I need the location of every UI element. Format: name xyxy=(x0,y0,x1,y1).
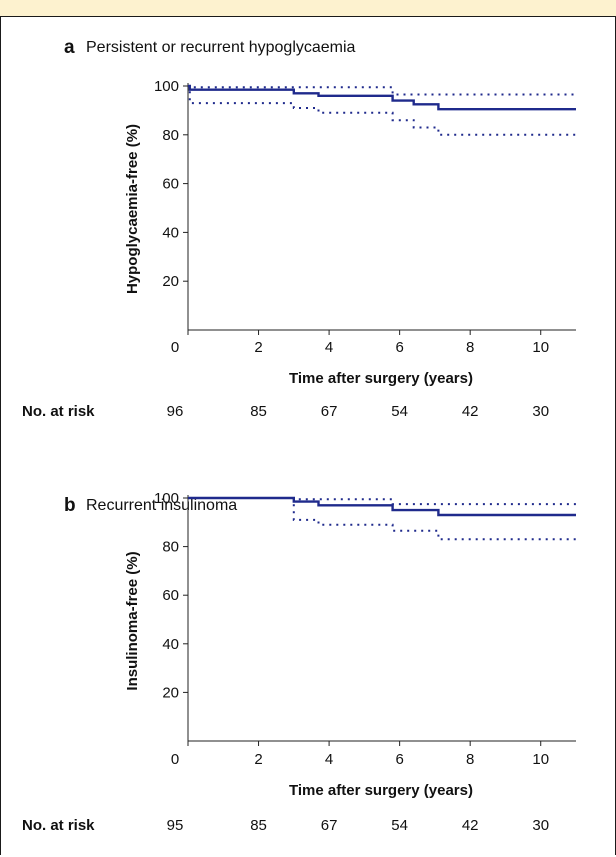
panel-a-y-tick-label: 60 xyxy=(162,176,179,193)
panel-b-risk-value: 67 xyxy=(321,817,338,834)
panel-b-x-tick-label: 4 xyxy=(325,751,333,768)
panel-b-risk-value: 30 xyxy=(532,817,549,834)
panel-a: a Persistent or recurrent hypoglycaemia … xyxy=(22,37,576,420)
panel-b-y-tick-label: 60 xyxy=(162,587,179,604)
panel-b-y-tick-label: 80 xyxy=(162,539,179,556)
panel-b-y-tick-label: 20 xyxy=(162,684,179,701)
panel-a-series-ci-2 xyxy=(188,85,576,136)
caption-band xyxy=(0,0,616,17)
panel-a-y-tick-label: 20 xyxy=(162,273,179,290)
panel-b-series-ci-2 xyxy=(188,497,576,541)
panel-b-risk-label: No. at risk xyxy=(22,817,95,834)
panel-b: b Recurrent insulinoma Time after surger… xyxy=(22,490,576,834)
panel-a-y-tick-label: 80 xyxy=(162,127,179,144)
panel-b-x-tick-label: 6 xyxy=(395,751,403,768)
panel-b-risk-value: 42 xyxy=(462,817,479,834)
panel-b-y-tick-label: 40 xyxy=(162,636,179,653)
panel-a-x-tick-label: 8 xyxy=(466,339,474,356)
panel-b-x-tick-label: 0 xyxy=(171,751,179,768)
panel-b-y-axis-label: Insulinoma-free (%) xyxy=(124,551,141,690)
panel-a-risk-value: 30 xyxy=(532,403,549,420)
panel-a-x-axis-label: Time after surgery (years) xyxy=(289,370,473,387)
panel-a-series-estimate xyxy=(188,84,576,111)
panel-a-risk-value: 42 xyxy=(462,403,479,420)
panel-b-x-tick-label: 10 xyxy=(532,751,549,768)
panel-b-series-estimate xyxy=(188,496,576,517)
panel-a-title: Persistent or recurrent hypoglycaemia xyxy=(86,39,356,56)
panel-a-y-tick-label: 40 xyxy=(162,224,179,241)
panel-a-x-tick-label: 6 xyxy=(395,339,403,356)
panel-b-letter: b xyxy=(64,495,76,516)
panel-a-risk-value: 54 xyxy=(391,403,408,420)
panel-a-y-tick-label: 100 xyxy=(154,78,179,95)
panel-b-risk-value: 54 xyxy=(391,817,408,834)
panel-a-risk-value: 96 xyxy=(167,403,184,420)
panel-b-y-tick-label: 100 xyxy=(154,490,179,507)
panel-b-title: Recurrent insulinoma xyxy=(86,497,237,514)
panel-a-x-tick-label: 10 xyxy=(532,339,549,356)
panel-a-x-tick-label: 4 xyxy=(325,339,333,356)
panel-a-risk-value: 85 xyxy=(250,403,267,420)
panel-b-risk-value: 95 xyxy=(167,817,184,834)
panel-b-x-tick-label: 8 xyxy=(466,751,474,768)
panel-b-x-axis-label: Time after surgery (years) xyxy=(289,782,473,799)
panel-a-risk-label: No. at risk xyxy=(22,403,95,420)
panel-b-risk-value: 85 xyxy=(250,817,267,834)
panel-a-y-axis-label: Hypoglycaemia-free (%) xyxy=(124,124,141,294)
panel-b-x-tick-label: 2 xyxy=(254,751,262,768)
panel-a-x-tick-label: 0 xyxy=(171,339,179,356)
panel-a-risk-value: 67 xyxy=(321,403,338,420)
panel-a-letter: a xyxy=(64,37,75,58)
panel-a-x-tick-label: 2 xyxy=(254,339,262,356)
